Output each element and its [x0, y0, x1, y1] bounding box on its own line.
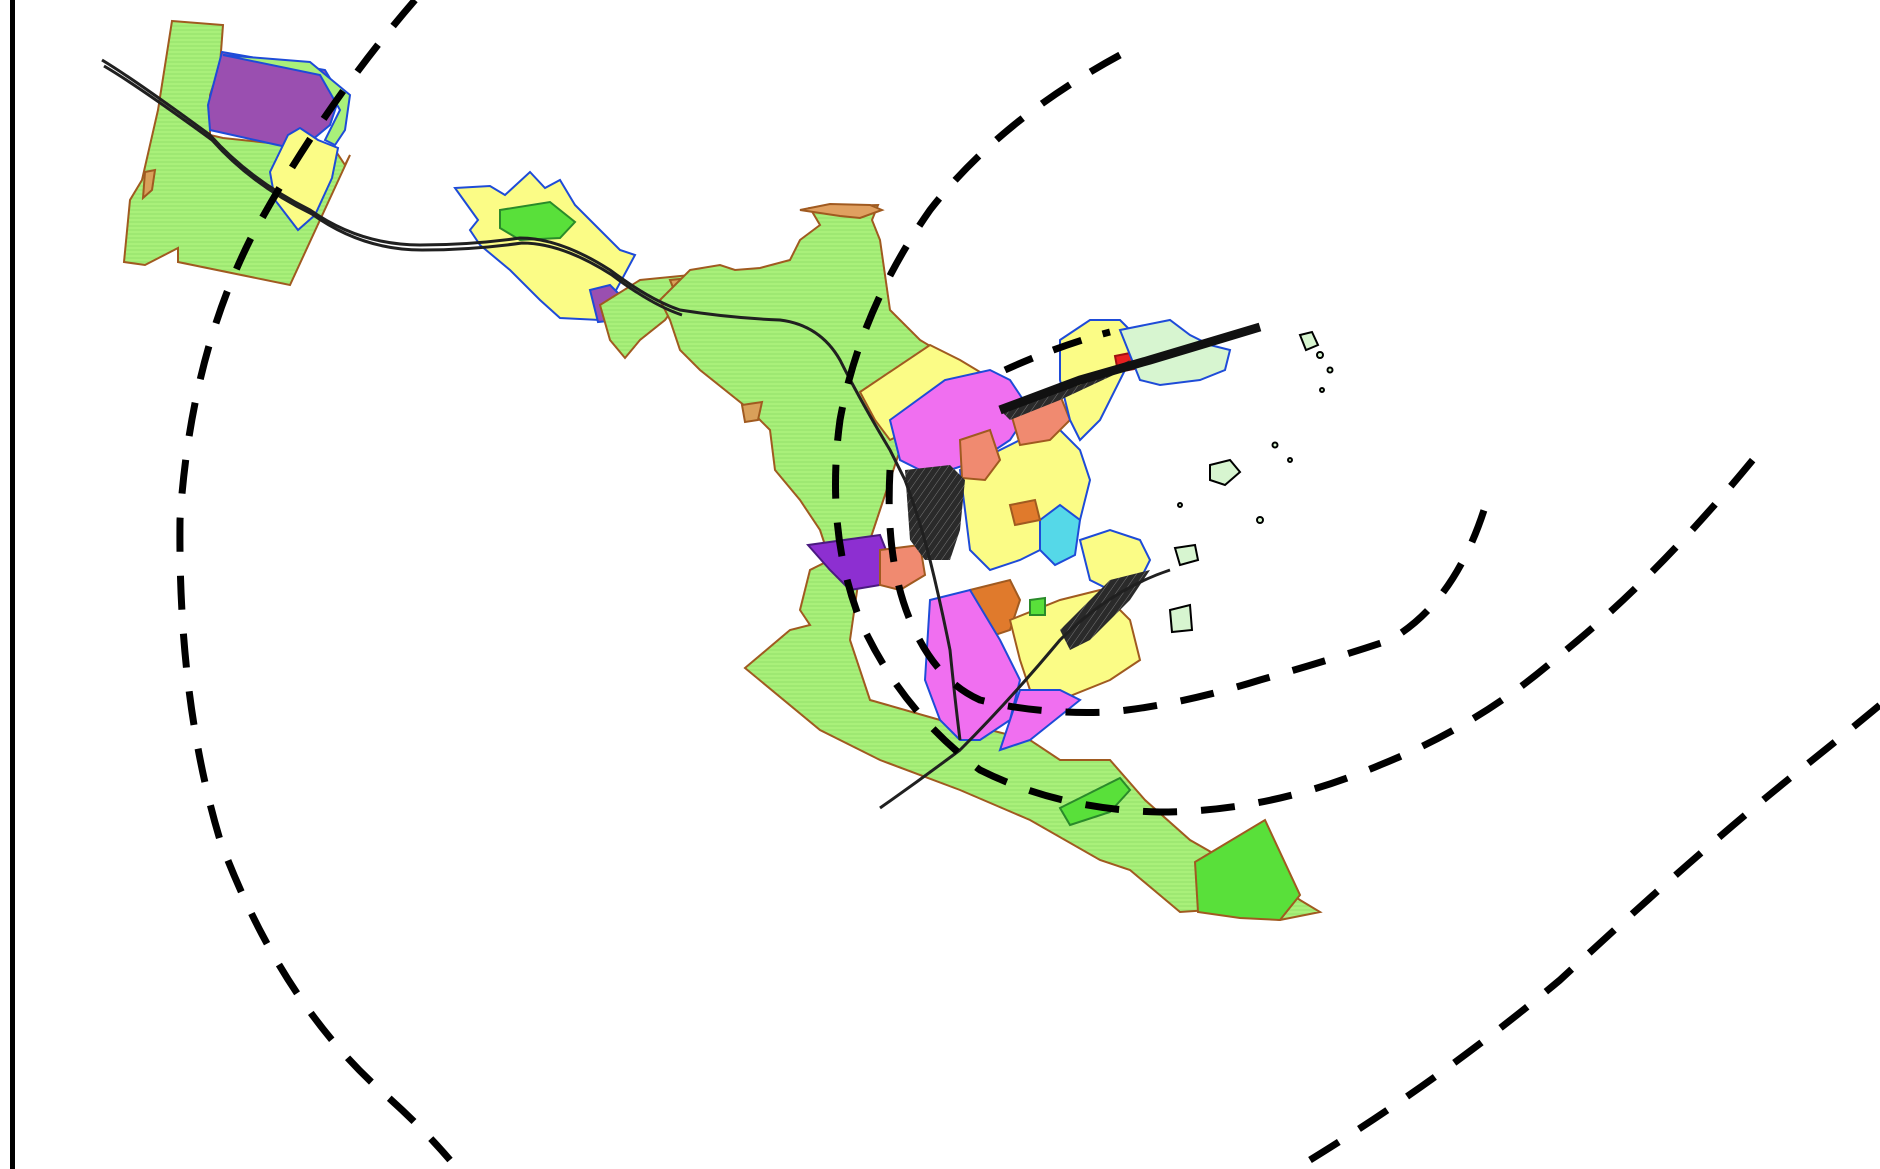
south-railway [879, 568, 1171, 810]
northwest-purple-parcel [206, 50, 342, 152]
islet-7 [1319, 387, 1325, 393]
islet-8 [1256, 516, 1264, 524]
dashed-rings [176, 0, 1880, 1163]
urban-salmon-center-parcel [958, 428, 1002, 482]
urban-orange-small-parcel [1008, 498, 1042, 527]
northwest-parcel-group [122, 19, 352, 287]
inner-ring-segment [1003, 328, 1111, 374]
urban-magenta-south-parcel [923, 588, 1022, 741]
northwest-blue-outline-parcel [222, 54, 352, 147]
urban-cyan-water [1039, 503, 1082, 567]
urban-core-group [858, 318, 1232, 752]
outer-ring-west [176, 0, 453, 1163]
northwest-railway [101, 58, 907, 481]
map-frame-border [10, 0, 15, 1169]
north-main-railway [998, 322, 1262, 415]
northwest-tan-spot [141, 168, 157, 201]
inner-railway-loop [903, 479, 962, 741]
islet-6 [1326, 366, 1334, 374]
southeast-green-parcel [1193, 818, 1302, 922]
islet-10 [1287, 457, 1293, 463]
islet-11 [1177, 502, 1183, 508]
central-parcel-group [658, 202, 1323, 922]
corridor-bright-green-parcel [499, 200, 577, 242]
outer-ring-east [1308, 702, 1880, 1163]
urban-green-small-parcel [1029, 596, 1046, 616]
northwest-railway-parallel [103, 64, 683, 317]
railway-lines [101, 58, 1262, 810]
islet-2 [1209, 458, 1242, 487]
corridor-parcel-group [453, 170, 702, 360]
islet-9 [1271, 441, 1279, 449]
islet-4 [1168, 603, 1194, 634]
central-tan-small-parcel [740, 400, 764, 424]
central-tan-top-parcel [799, 202, 885, 220]
islet-3 [1173, 543, 1200, 567]
islet-5 [1316, 351, 1324, 359]
middle-ring [832, 51, 1768, 816]
islet-1 [1298, 330, 1320, 352]
south-bright-green-parcel [1058, 776, 1132, 827]
north-railway-yard [905, 465, 965, 560]
central-green-parcel [658, 203, 1323, 922]
offshore-islets [1168, 330, 1334, 634]
northwest-yellow-parcel [268, 126, 340, 232]
southwest-salmon-parcel [879, 543, 927, 592]
